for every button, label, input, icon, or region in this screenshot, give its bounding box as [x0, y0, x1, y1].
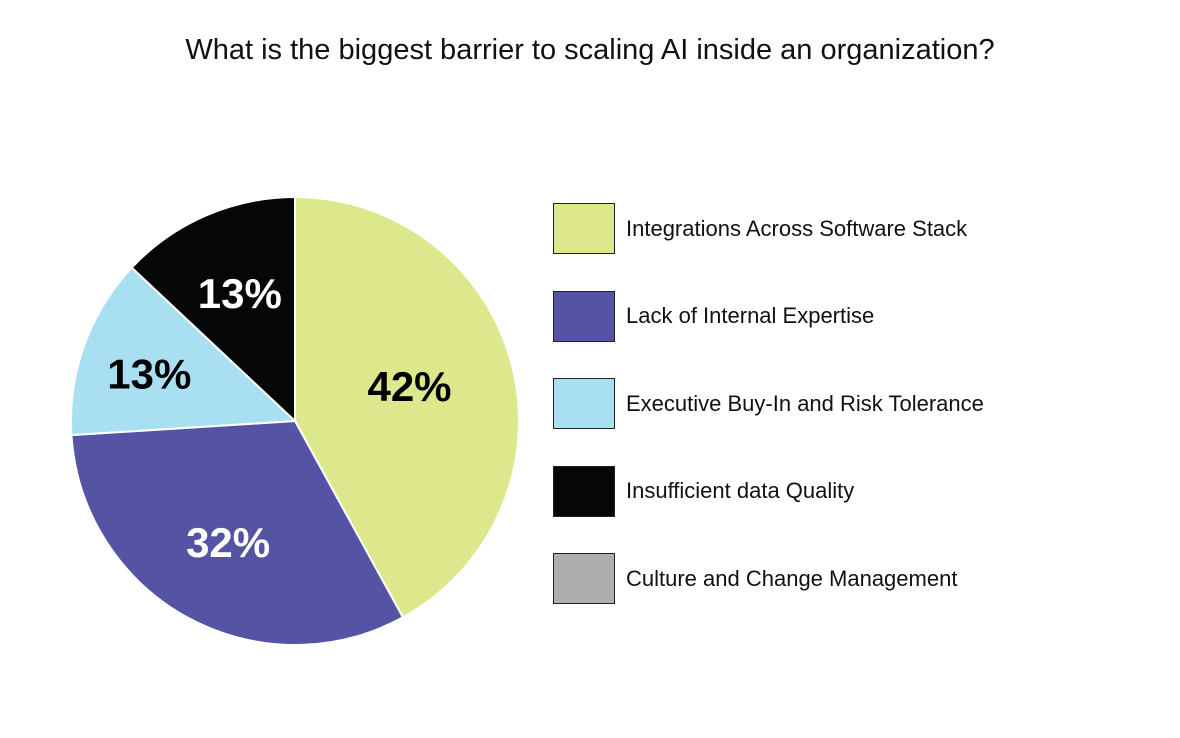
legend-item-executive-buy-in-and-risk-tolerance: Executive Buy-In and Risk Tolerance — [553, 376, 1153, 431]
slice-value-label: 32% — [186, 519, 270, 566]
slice-value-label: 42% — [367, 363, 451, 410]
slice-value-label: 13% — [107, 351, 191, 398]
chart-title: What is the biggest barrier to scaling A… — [185, 34, 995, 66]
pie-chart: 42% 32% 13%13% — [70, 195, 520, 646]
legend-label: Culture and Change Management — [626, 565, 958, 591]
pie-slice-lack-of-internal-expertise — [70, 419, 405, 646]
legend-swatch — [553, 553, 615, 604]
chart-legend: Integrations Across Software Stack Lack o… — [553, 201, 1153, 639]
slice-value-label: 13% — [198, 270, 282, 317]
legend-item-lack-of-internal-expertise: Lack of Internal Expertise — [553, 289, 1153, 344]
legend-swatch — [553, 203, 615, 254]
legend-label: Executive Buy-In and Risk Tolerance — [626, 390, 984, 416]
legend-item-insufficient-data-quality: Insufficient data Quality — [553, 464, 1153, 519]
pie-slice-integrations-across-software-stack — [294, 195, 520, 619]
legend-swatch — [553, 465, 615, 517]
legend-item-integrations-across-software-stack: Integrations Across Software Stack — [553, 201, 1153, 256]
legend-swatch — [553, 290, 615, 342]
legend-label: Insufficient data Quality — [626, 478, 855, 503]
legend-label: Integrations Across Software Stack — [626, 215, 968, 241]
legend-item-culture-and-change-management: Culture and Change Management — [553, 551, 1153, 606]
legend-label: Lack of Internal Expertise — [626, 303, 875, 328]
legend-swatch — [553, 378, 615, 429]
pie-slice-insufficient-data-quality — [130, 195, 296, 424]
pie-slice-executive-buy-in-and-risk-tolerance — [70, 266, 298, 437]
